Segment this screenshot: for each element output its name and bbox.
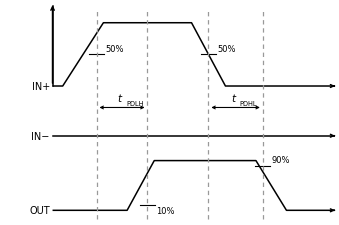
Text: $t$: $t$ (231, 92, 237, 104)
Text: IN−: IN− (32, 131, 50, 141)
Text: $t$: $t$ (117, 92, 123, 104)
Text: PDLH: PDLH (126, 101, 144, 107)
Text: OUT: OUT (29, 205, 50, 215)
Text: 50%: 50% (106, 45, 124, 54)
Text: 90%: 90% (271, 156, 290, 165)
Text: IN+: IN+ (32, 82, 50, 92)
Text: 50%: 50% (218, 45, 236, 54)
Text: PDHL: PDHL (240, 101, 257, 107)
Text: 10%: 10% (156, 207, 175, 216)
